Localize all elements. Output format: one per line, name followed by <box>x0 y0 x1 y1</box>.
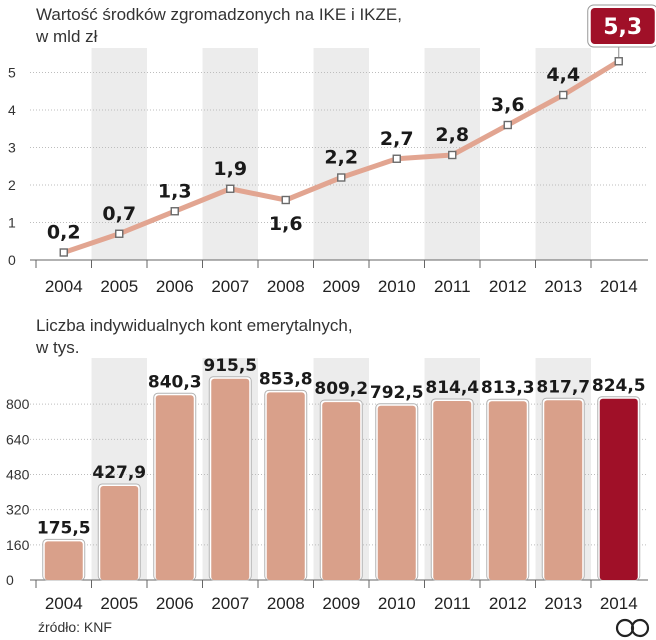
bar-value-label: 809,2 <box>314 379 368 399</box>
bar-chart-subtitle: w tys. <box>35 338 79 357</box>
highlight-value-label: 5,3 <box>603 15 642 40</box>
data-point-marker <box>115 229 124 238</box>
data-point-marker <box>559 90 568 100</box>
x-tick-label: 2012 <box>489 277 527 296</box>
bar-value-label: 813,3 <box>481 378 535 398</box>
bar-value-label: 427,9 <box>92 463 146 483</box>
bar <box>100 485 139 580</box>
bar <box>322 402 361 580</box>
x-tick-label: 2005 <box>100 277 138 296</box>
bar <box>44 541 83 580</box>
y-tick-label: 5 <box>8 65 16 81</box>
line-chart-title: Wartość środków zgromadzonych na IKE i I… <box>36 5 402 24</box>
data-label: 4,4 <box>546 64 580 86</box>
y-tick-label: 2 <box>8 177 16 193</box>
bar-value-label: 853,8 <box>259 369 313 389</box>
y-tick-label: 480 <box>6 466 30 482</box>
cp-logo-icon <box>615 618 650 638</box>
line-chart-subtitle: w mld zł <box>35 27 98 46</box>
x-tick-label: 2009 <box>322 594 360 613</box>
data-label: 0,7 <box>102 203 136 225</box>
data-label: 3,6 <box>491 94 525 116</box>
data-point-marker <box>392 154 401 163</box>
callout-box <box>590 8 655 44</box>
data-point-marker <box>281 195 290 205</box>
data-point-marker <box>448 150 457 160</box>
data-label: 2,7 <box>380 128 414 150</box>
data-point-marker <box>337 173 346 182</box>
data-point-marker <box>59 248 68 257</box>
data-label: 1,6 <box>269 213 303 235</box>
x-tick-label: 2013 <box>544 594 582 613</box>
x-tick-label: 2010 <box>378 594 416 613</box>
y-tick-label: 320 <box>6 502 30 518</box>
data-point-marker <box>170 207 179 216</box>
bar-value-label: 175,5 <box>37 518 91 538</box>
source-note: źródło: KNF <box>38 619 112 635</box>
x-tick-label: 2014 <box>600 594 638 613</box>
y-tick-label: 4 <box>8 102 16 118</box>
bar-value-label: 915,5 <box>203 356 257 376</box>
bar-chart-title: Liczba indywidualnych kont emerytalnych, <box>36 316 353 335</box>
data-label: 2,8 <box>435 124 469 146</box>
y-tick-label: 0 <box>6 572 14 588</box>
x-tick-label: 2008 <box>267 277 305 296</box>
data-label: 2,2 <box>324 147 358 169</box>
data-label: 1,9 <box>213 158 247 180</box>
x-tick-label: 2011 <box>434 594 471 613</box>
bar <box>266 392 305 580</box>
x-tick-label: 2014 <box>600 277 638 296</box>
bar-value-label: 817,7 <box>536 377 590 397</box>
x-tick-label: 2006 <box>156 594 194 613</box>
band-column <box>202 48 258 260</box>
bar <box>488 401 527 580</box>
x-tick-label: 2007 <box>211 594 249 613</box>
line-chart-data-labels: 0,2 0,7 1,3 1,9 1,6 2,2 2,7 2,8 3,6 4,4 5,3 <box>47 4 656 244</box>
x-tick-label: 2006 <box>156 277 194 296</box>
y-tick-label: 0 <box>8 252 16 268</box>
bar-value-label: 814,4 <box>425 378 479 398</box>
band-column <box>313 48 369 260</box>
bar-chart-y-axis: 0 160 320 480 640 800 <box>6 396 30 588</box>
line-chart-y-axis: 0 1 2 3 4 5 <box>8 65 16 269</box>
bar <box>433 400 472 580</box>
y-tick-label: 3 <box>8 140 16 156</box>
y-tick-label: 800 <box>6 396 30 412</box>
x-tick-label: 2010 <box>378 277 416 296</box>
y-tick-label: 1 <box>8 215 16 231</box>
x-tick-label: 2012 <box>489 594 527 613</box>
bar <box>377 405 416 580</box>
y-tick-label: 640 <box>6 431 30 447</box>
bar <box>155 395 194 580</box>
bar-value-label: 792,5 <box>370 383 424 403</box>
data-point-marker <box>503 120 512 130</box>
bar-chart-x-axis: 2004 2005 2006 2007 2008 2009 2010 2011 2012 2013… <box>45 594 638 613</box>
x-tick-label: 2004 <box>45 594 83 613</box>
x-tick-label: 2011 <box>434 277 471 296</box>
bar-chart-accounts: Liczba indywidualnych kont emerytalnych,… <box>6 316 648 613</box>
x-tick-label: 2007 <box>211 277 249 296</box>
bar-chart-bars <box>42 376 641 581</box>
x-tick-label: 2008 <box>267 594 305 613</box>
data-point-marker <box>226 184 235 193</box>
x-tick-label: 2009 <box>322 277 360 296</box>
x-tick-label: 2005 <box>100 594 138 613</box>
bar <box>599 398 638 580</box>
y-tick-label: 160 <box>6 537 30 553</box>
line-chart-ike-ikze: Wartość środków zgromadzonych na IKE i I… <box>8 4 656 296</box>
bar <box>544 400 583 580</box>
line-chart-series <box>59 57 623 257</box>
data-point-marker <box>614 57 623 66</box>
line-chart-x-axis: 2004 2005 2006 2007 2008 2009 2010 2011 2012 2013… <box>45 277 638 296</box>
x-tick-label: 2004 <box>45 277 83 296</box>
bar-value-label: 840,3 <box>148 372 202 392</box>
x-tick-label: 2013 <box>544 277 582 296</box>
bar <box>211 378 250 580</box>
data-label: 0,2 <box>47 222 81 244</box>
bar-value-label: 824,5 <box>592 376 646 396</box>
data-label: 1,3 <box>158 180 192 202</box>
